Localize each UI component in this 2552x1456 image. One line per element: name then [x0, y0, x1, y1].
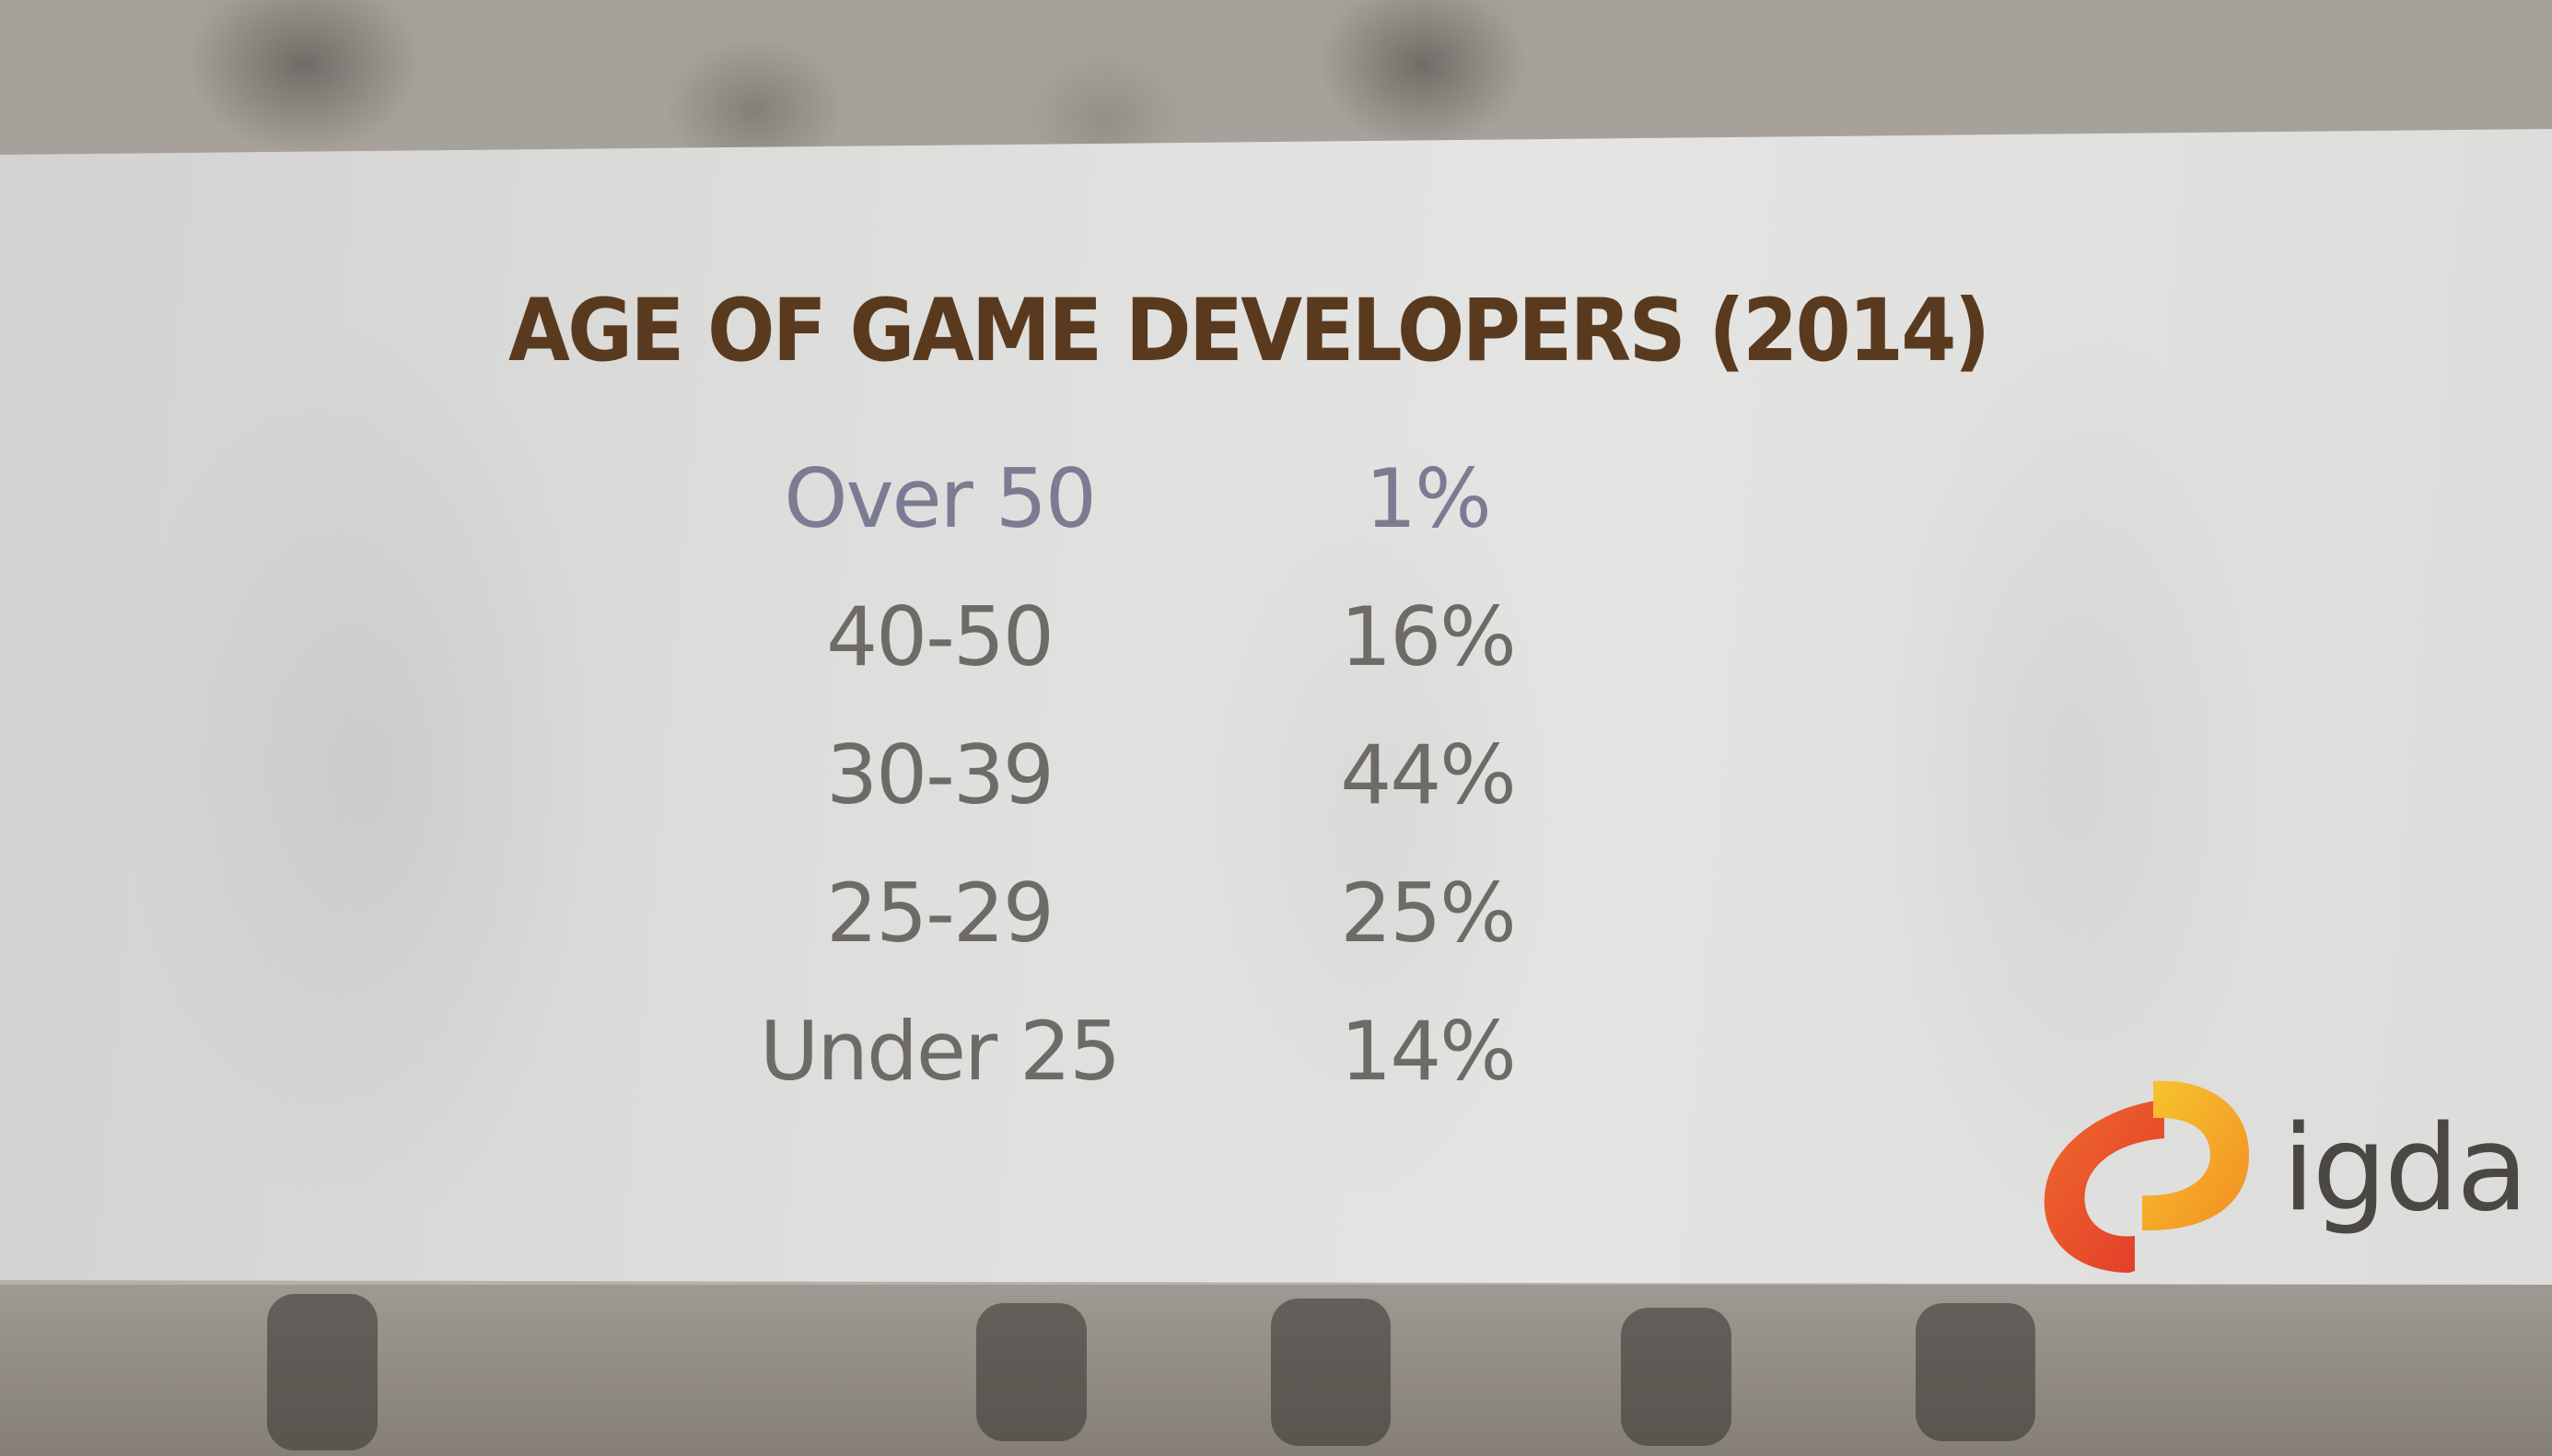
- percentage-value: 25%: [1340, 866, 1517, 961]
- age-range-label: Over 50: [784, 451, 1097, 546]
- background-figure-legs: [267, 1294, 378, 1450]
- table-row: 40-50 16%: [0, 589, 2552, 700]
- background-figure-legs: [1271, 1299, 1391, 1446]
- age-range-label: 30-39: [826, 728, 1055, 822]
- age-range-label: 40-50: [826, 589, 1055, 684]
- percentage-value: 1%: [1365, 451, 1492, 546]
- table-row: Under 25 14%: [0, 1004, 2552, 1114]
- table-row: 25-29 25%: [0, 866, 2552, 976]
- projected-slide: [0, 129, 2552, 1285]
- igda-logo-text: igda: [2282, 1101, 2528, 1238]
- percentage-value: 16%: [1340, 589, 1517, 684]
- background-figure-legs: [1916, 1303, 2035, 1441]
- table-row: Over 50 1%: [0, 451, 2552, 562]
- background-floor: [0, 1285, 2552, 1456]
- background-figure-legs: [976, 1303, 1087, 1441]
- percentage-value: 44%: [1340, 728, 1517, 822]
- table-row: 30-39 44%: [0, 728, 2552, 838]
- age-range-label: 25-29: [826, 866, 1055, 961]
- percentage-value: 14%: [1340, 1004, 1517, 1099]
- background-figure-legs: [1621, 1308, 1731, 1446]
- age-range-label: Under 25: [759, 1004, 1121, 1099]
- slide-title: AGE OF GAME DEVELOPERS (2014): [508, 281, 1990, 381]
- igda-logo-icon: [2044, 1080, 2249, 1273]
